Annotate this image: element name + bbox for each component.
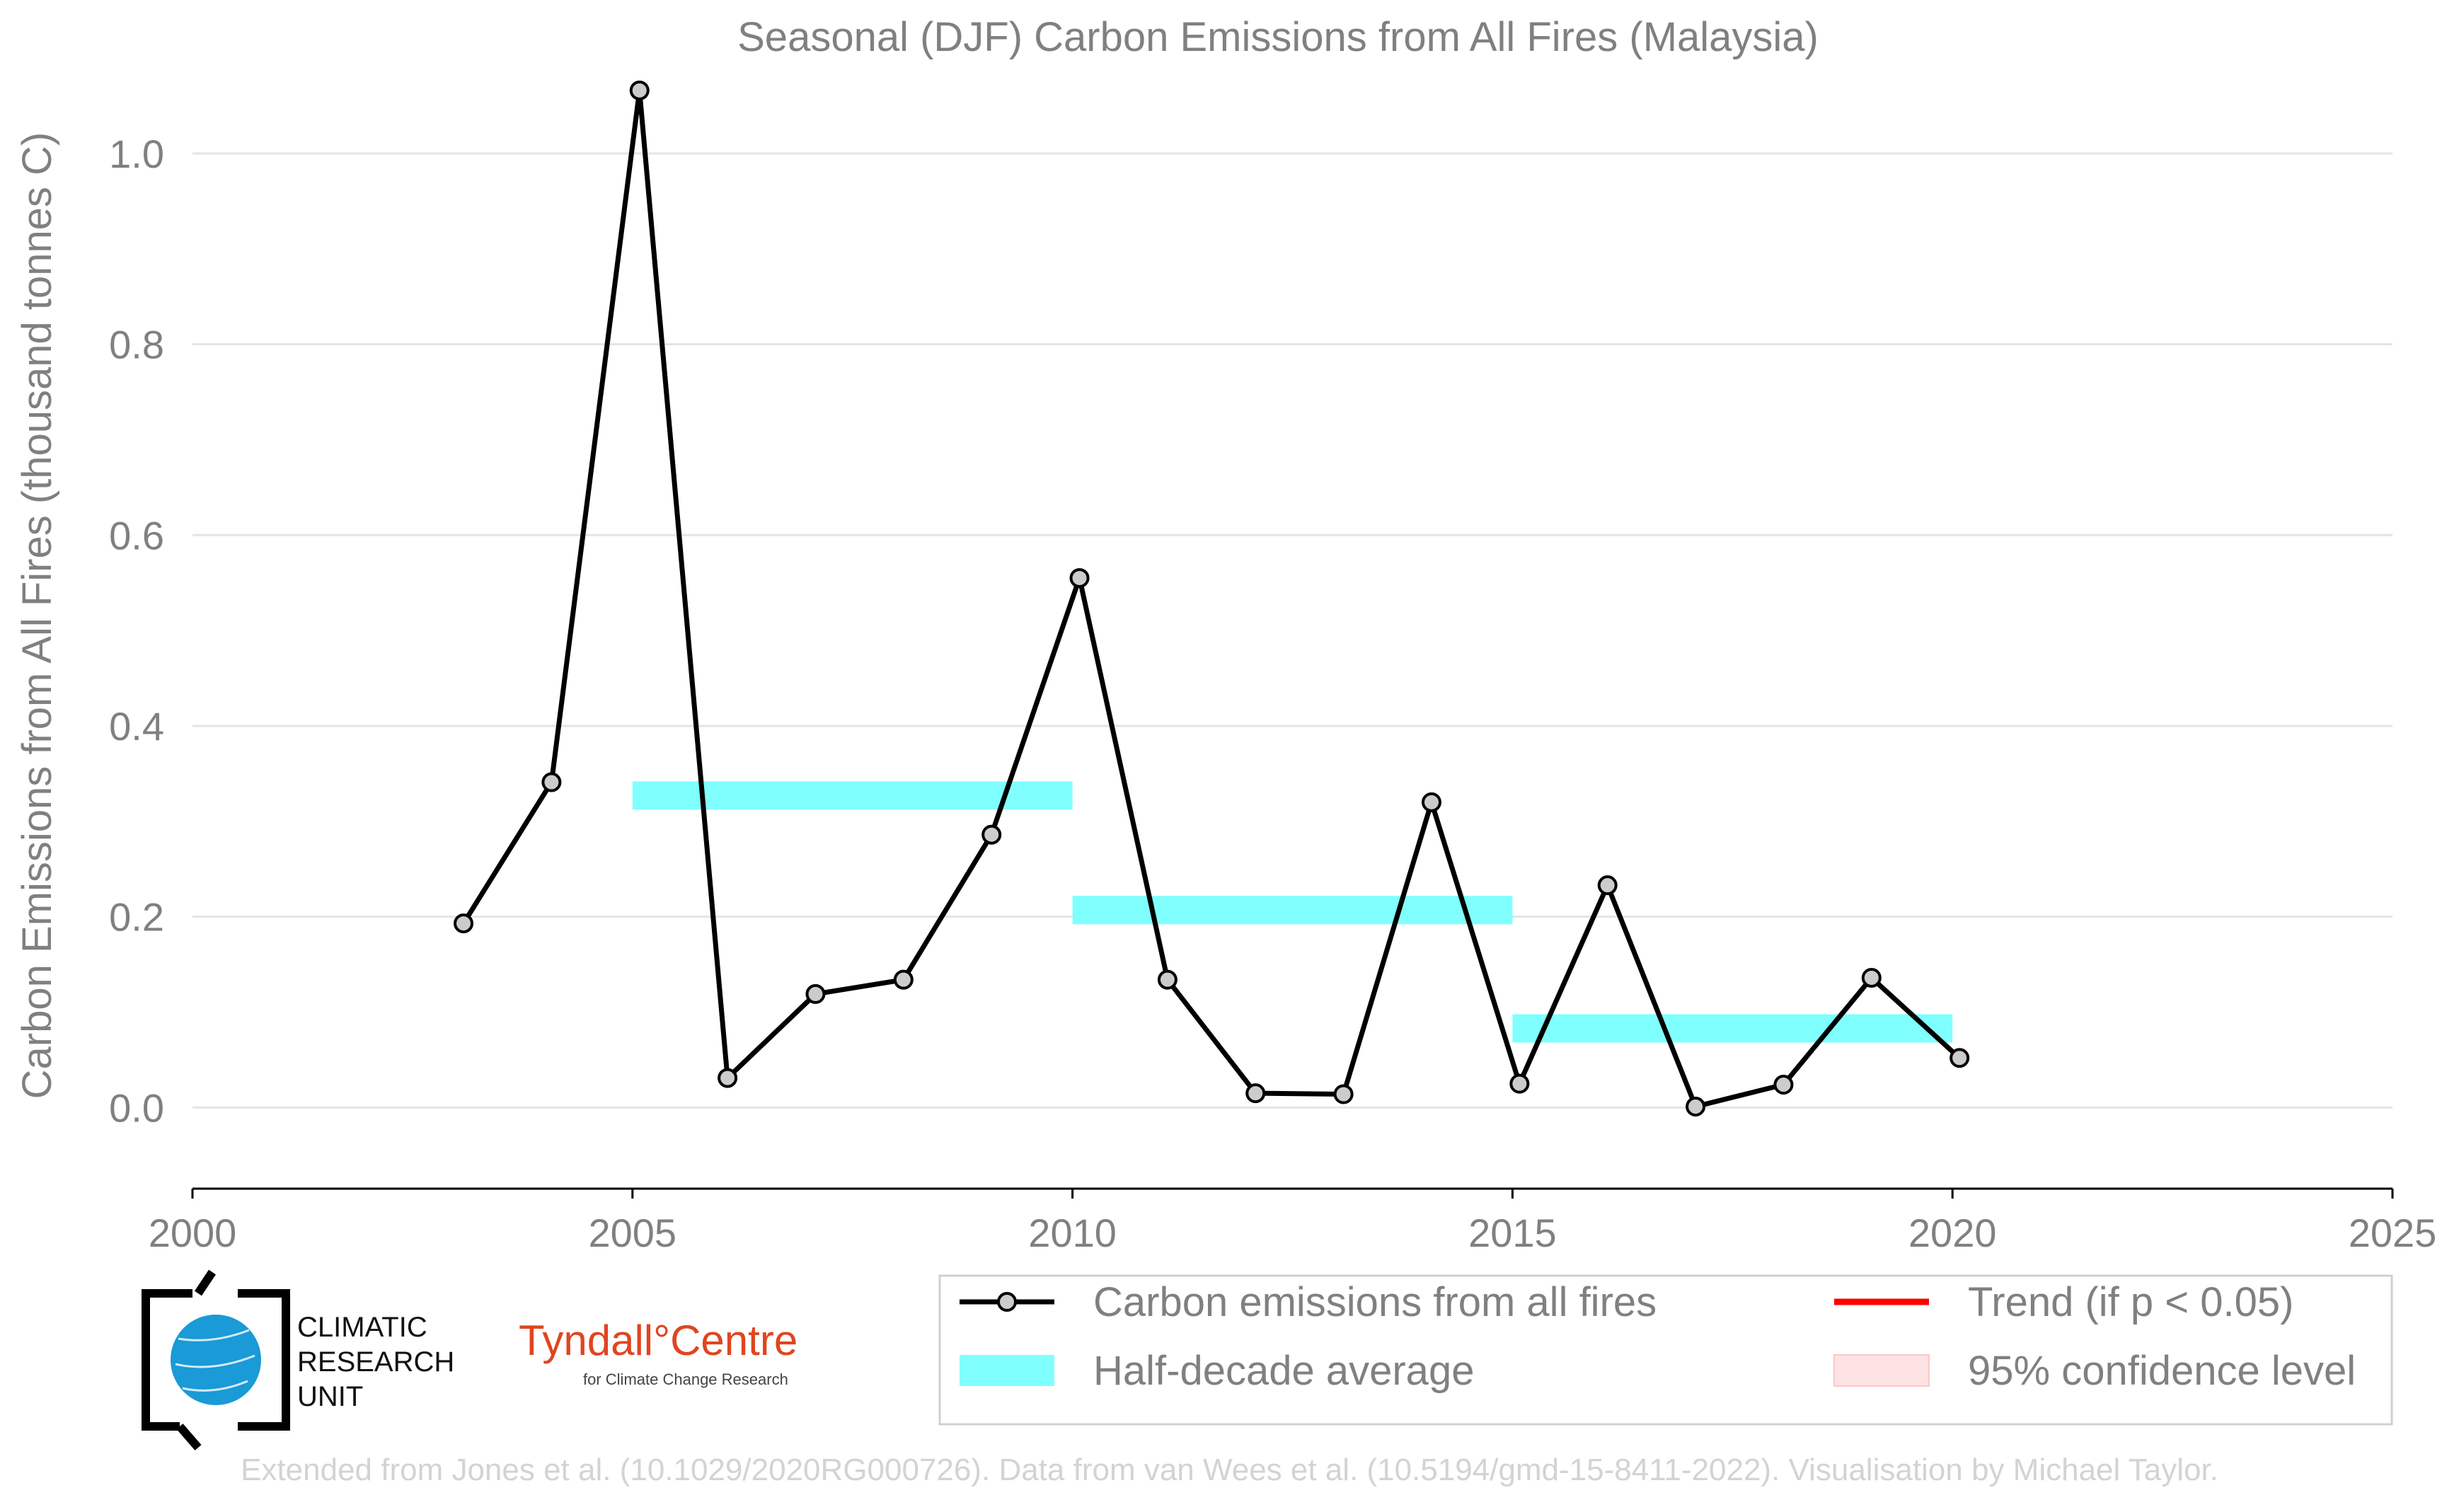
data-point — [1950, 1048, 1970, 1068]
x-tick-label: 2010 — [1028, 1211, 1117, 1255]
y-tick-label: 1.0 — [109, 132, 164, 176]
y-axis-label: Carbon Emissions from All Fires (thousan… — [14, 132, 60, 1100]
legend-label: Carbon emissions from all fires — [1093, 1279, 1657, 1325]
legend-swatch-patch — [960, 1355, 1054, 1386]
legend-swatch-marker — [997, 1292, 1017, 1312]
legend-swatch-patch — [1833, 1354, 1930, 1387]
cru-logo-slash-bottom — [176, 1424, 202, 1450]
half-decade-average-layer — [632, 781, 1953, 1043]
data-point — [893, 969, 914, 990]
legend-label: Trend (if p < 0.05) — [1968, 1279, 2293, 1325]
x-tick-label: 2000 — [149, 1211, 237, 1255]
x-tick-label: 2015 — [1468, 1211, 1557, 1255]
data-point — [1686, 1097, 1706, 1117]
data-point — [1421, 792, 1441, 812]
chart-title: Seasonal (DJF) Carbon Emissions from All… — [737, 14, 1819, 60]
series-line — [461, 88, 1962, 1109]
cru-line: UNIT — [297, 1381, 364, 1412]
data-point — [1333, 1084, 1354, 1104]
x-axis: 2000 2005 2010 2015 2020 2025 — [149, 1187, 2437, 1255]
cru-logo-slash-top — [195, 1269, 216, 1296]
data-point — [454, 913, 474, 934]
y-tick-label: 0.2 — [109, 895, 164, 940]
globe-icon-lines — [175, 1329, 255, 1392]
globe-icon — [171, 1315, 261, 1405]
cru-logo-bracket-right — [238, 1289, 290, 1431]
cru-line: CLIMATIC — [297, 1312, 427, 1343]
data-point — [1773, 1075, 1794, 1095]
data-point — [718, 1068, 738, 1088]
y-tick-label: 0.0 — [109, 1085, 164, 1130]
credit-footnote: Extended from Jones et al. (10.1029/2020… — [241, 1453, 2218, 1487]
data-point — [1069, 567, 1090, 588]
data-point — [1245, 1083, 1266, 1104]
data-point — [1861, 967, 1882, 988]
data-point — [981, 824, 1002, 845]
cru-logo — [142, 1269, 290, 1450]
legend-frame — [938, 1274, 2393, 1426]
data-point — [805, 983, 826, 1004]
data-point — [541, 772, 562, 792]
y-tick-label: 0.6 — [109, 513, 164, 558]
x-tick-label: 2005 — [589, 1211, 677, 1255]
data-point — [629, 80, 650, 100]
data-point — [1509, 1073, 1530, 1094]
tyndall-logo-subtitle: for Climate Change Research — [583, 1370, 788, 1388]
half-decade-average-bar — [1512, 1014, 1953, 1043]
half-decade-average-bar — [1072, 896, 1513, 925]
tyndall-logo-name: Tyndall°Centre — [519, 1317, 798, 1364]
y-tick-label: 0.8 — [109, 323, 164, 367]
x-tick-label: 2020 — [1908, 1211, 1997, 1255]
x-tick-label: 2025 — [2349, 1211, 2437, 1255]
data-point — [1157, 969, 1177, 990]
grid-layer: 0.0 0.2 0.4 0.6 0.8 1.0 — [109, 132, 2392, 1130]
legend-label: 95% confidence level — [1968, 1348, 2356, 1394]
cru-logo-bracket-left — [142, 1289, 192, 1431]
legend-label: Half-decade average — [1093, 1348, 1474, 1394]
series-layer — [454, 80, 1970, 1117]
legend: Carbon emissions from all fires Trend (if… — [938, 1274, 2393, 1426]
cru-logo-label: CLIMATIC RESEARCH UNIT — [297, 1310, 454, 1414]
cru-line: RESEARCH — [297, 1346, 455, 1378]
y-tick-label: 0.4 — [109, 704, 164, 749]
data-point — [1597, 875, 1618, 896]
